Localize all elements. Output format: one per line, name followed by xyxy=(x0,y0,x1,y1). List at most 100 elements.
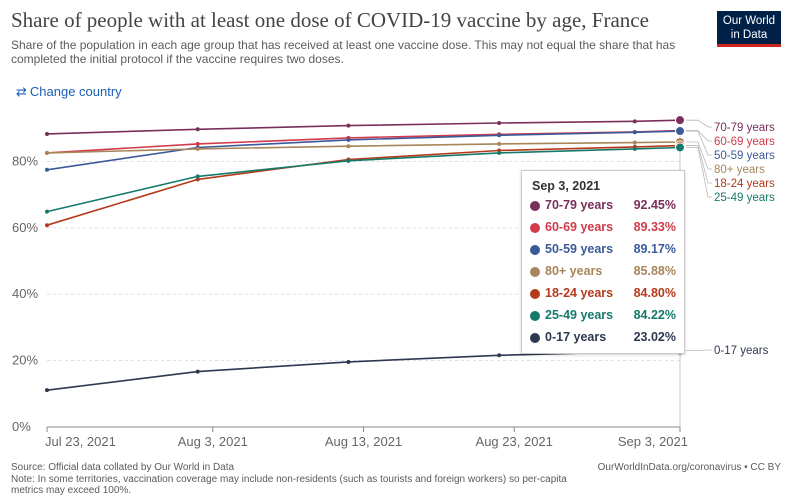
source-text: Source: Official data collated by Our Wo… xyxy=(11,462,235,473)
data-point xyxy=(632,146,637,151)
change-country-label: Change country xyxy=(29,84,122,99)
tooltip-row: 25-49 years 84.22% xyxy=(530,308,680,326)
x-tick-label: Jul 23, 2021 xyxy=(45,434,116,449)
data-point xyxy=(346,123,351,128)
swap-arrows-icon: ⇄ xyxy=(16,84,27,99)
data-point xyxy=(497,133,502,138)
legend-dot-icon xyxy=(530,201,540,211)
tooltip-series-value: 92.45% xyxy=(633,198,676,212)
credit-link[interactable]: OurWorldInData.org/coronavirus • CC BY xyxy=(597,462,781,473)
chart-subtitle: Share of the population in each age grou… xyxy=(11,38,676,66)
note-text: Note: In some territories, vaccination c… xyxy=(11,473,567,497)
series-end-label: 50-59 years xyxy=(714,150,775,162)
series-end-label: 70-79 years xyxy=(714,122,775,134)
label-leader-line xyxy=(686,130,712,156)
data-point xyxy=(45,223,49,228)
data-point xyxy=(45,388,49,393)
legend-dot-icon xyxy=(530,223,540,233)
series-end-label: 25-49 years xyxy=(714,192,775,204)
x-tick-label: Aug 13, 2021 xyxy=(325,434,402,449)
label-leader-line xyxy=(686,119,712,128)
y-tick-label: 80% xyxy=(12,153,38,168)
tooltip-row: 60-69 years 89.33% xyxy=(530,220,680,238)
data-point xyxy=(346,144,351,149)
data-point xyxy=(45,131,49,136)
label-leader-line xyxy=(686,141,712,170)
data-point xyxy=(346,137,351,142)
tooltip-series-name: 70-79 years xyxy=(545,198,614,212)
footer-source: Source: Official data collated by Our Wo… xyxy=(11,462,571,497)
data-point xyxy=(45,167,49,172)
x-tick-label: Sep 3, 2021 xyxy=(618,434,688,449)
data-point xyxy=(632,130,637,135)
legend-dot-icon xyxy=(530,245,540,255)
label-leader-line xyxy=(686,349,712,351)
data-point xyxy=(497,353,502,358)
tooltip-row: 80+ years 85.88% xyxy=(530,264,680,282)
data-point xyxy=(195,369,200,374)
x-tick-label: Aug 23, 2021 xyxy=(476,434,553,449)
legend-dot-icon xyxy=(530,267,540,277)
data-point xyxy=(346,359,351,364)
series-line-25-49-years xyxy=(46,146,681,213)
data-point xyxy=(497,141,502,146)
label-leader-line xyxy=(686,145,712,184)
series-end-label: 60-69 years xyxy=(714,136,775,148)
data-point xyxy=(45,150,49,155)
tooltip-series-name: 18-24 years xyxy=(545,286,614,300)
tooltip-series-value: 89.33% xyxy=(633,220,676,234)
tooltip-date: Sep 3, 2021 xyxy=(532,179,601,193)
series-line-50-59-years xyxy=(46,130,681,171)
tooltip-series-name: 25-49 years xyxy=(545,308,614,322)
chart-title: Share of people with at least one dose o… xyxy=(11,8,649,32)
data-point xyxy=(675,126,685,137)
owid-logo[interactable]: Our World in Data xyxy=(717,11,781,47)
label-leader-line xyxy=(686,130,712,142)
tooltip-row: 50-59 years 89.17% xyxy=(530,242,680,260)
legend-dot-icon xyxy=(530,311,540,321)
tooltip-series-value: 23.02% xyxy=(633,330,676,344)
tooltip-series-value: 84.22% xyxy=(633,308,676,322)
y-tick-label: 60% xyxy=(12,220,38,235)
tooltip-row: 0-17 years 23.02% xyxy=(530,330,680,348)
data-point xyxy=(632,119,637,124)
tooltip-series-name: 50-59 years xyxy=(545,242,614,256)
tooltip-series-name: 60-69 years xyxy=(545,220,614,234)
series-line-18-24-years xyxy=(46,144,681,226)
x-tick-label: Aug 3, 2021 xyxy=(178,434,248,449)
data-point xyxy=(497,150,502,155)
data-point xyxy=(632,140,637,145)
data-point xyxy=(195,177,200,182)
series-line-80-years xyxy=(46,141,681,154)
logo-line-2: in Data xyxy=(730,29,768,41)
hover-tooltip: Sep 3, 2021 70-79 years 92.45% 60-69 years… xyxy=(521,170,685,354)
logo-line-1: Our World xyxy=(722,15,776,27)
data-point xyxy=(195,146,200,151)
tooltip-row: 18-24 years 84.80% xyxy=(530,286,680,304)
change-country-button[interactable]: ⇄ Change country xyxy=(16,84,122,100)
tooltip-series-value: 85.88% xyxy=(633,264,676,278)
data-point xyxy=(195,127,200,132)
legend-dot-icon xyxy=(530,333,540,343)
tooltip-series-value: 84.80% xyxy=(633,286,676,300)
legend-dot-icon xyxy=(530,289,540,299)
data-point xyxy=(195,141,200,146)
data-point xyxy=(497,120,502,125)
data-point xyxy=(675,142,685,153)
data-point xyxy=(675,115,685,126)
tooltip-series-name: 80+ years xyxy=(545,264,603,278)
data-point xyxy=(346,158,351,163)
tooltip-series-value: 89.17% xyxy=(633,242,676,256)
logo-accent-bar xyxy=(717,44,781,47)
series-line-70-79-years xyxy=(46,119,681,135)
y-tick-label: 0% xyxy=(12,419,31,434)
y-tick-label: 20% xyxy=(12,353,38,368)
tooltip-row: 70-79 years 92.45% xyxy=(530,198,680,216)
series-end-label: 18-24 years xyxy=(714,178,775,190)
tooltip-series-name: 0-17 years xyxy=(545,330,607,344)
series-end-label: 80+ years xyxy=(714,164,765,176)
label-leader-line xyxy=(686,147,712,198)
series-line-0-17-years xyxy=(46,349,681,391)
series-end-label: 0-17 years xyxy=(714,345,769,357)
data-point xyxy=(45,209,49,214)
